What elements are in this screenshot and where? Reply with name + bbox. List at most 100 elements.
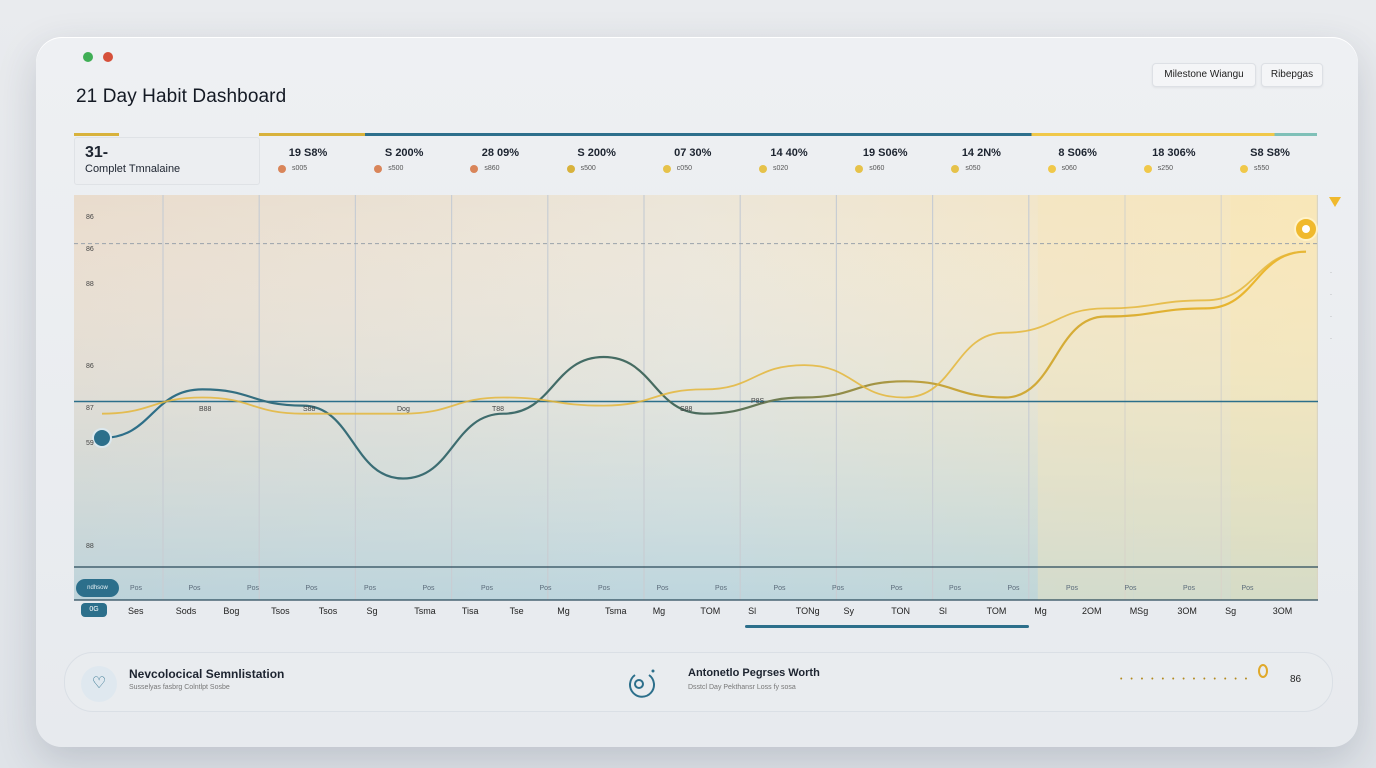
x-axis-label[interactable]: 2OM xyxy=(1082,606,1102,616)
stat-sub: s500 xyxy=(388,165,404,172)
y-axis-label: 88 xyxy=(86,543,94,550)
highlight-column xyxy=(1230,195,1318,600)
stat-bullet-icon xyxy=(1047,165,1056,173)
stat-sub: s060 xyxy=(869,165,885,172)
stat-sub: s050 xyxy=(965,165,981,172)
x-axis-label[interactable]: TONg xyxy=(795,606,820,616)
stat-percent: 19 S06% xyxy=(862,147,908,159)
insight-title-right: Antonetlo Pegrses Worth xyxy=(688,667,820,679)
habit-icon: ♡ xyxy=(81,666,117,702)
point-label: P8S xyxy=(751,398,765,405)
goal-marker-center xyxy=(1302,225,1310,233)
x-axis-label[interactable]: Sg xyxy=(1225,606,1237,616)
stat-card: 14 2N% s050 xyxy=(933,137,1029,183)
stat-card: 18 306% s250 xyxy=(1126,137,1222,183)
progress-dots: • • • • • • • • • • • • • xyxy=(1120,676,1251,683)
page-title: 21 Day Habit Dashboard xyxy=(76,86,287,107)
day-icon-label[interactable]: Pos xyxy=(1183,585,1196,592)
stat-bullet-icon xyxy=(662,165,671,173)
stat-sub: s860 xyxy=(484,165,500,172)
highlight-column xyxy=(1134,195,1230,600)
x-axis-label[interactable]: Mg xyxy=(557,606,570,616)
stat-percent: 14 40% xyxy=(770,147,808,159)
point-label: T88 xyxy=(492,406,505,413)
window-maximize-button[interactable] xyxy=(83,52,93,62)
stat-card: S8 S8% s550 xyxy=(1222,137,1318,183)
stat-bullet-icon xyxy=(759,165,767,173)
x-axis-label[interactable]: TON xyxy=(891,606,911,616)
day-icon-label[interactable]: Pos xyxy=(1007,585,1020,592)
day-icon-label[interactable]: Pos xyxy=(598,585,611,592)
y-axis-label: 86 xyxy=(86,246,94,253)
stat-bullet-icon xyxy=(278,165,286,173)
insight-bar xyxy=(64,652,1333,712)
y-axis-label: 86 xyxy=(86,214,94,221)
x-axis-label[interactable]: 3OM xyxy=(1177,606,1197,616)
day-icon-label[interactable]: Pos xyxy=(1241,585,1254,592)
x-axis-label[interactable]: Bog xyxy=(223,606,240,616)
point-label: S88 xyxy=(303,406,316,413)
x-axis-label[interactable]: TOM xyxy=(986,606,1007,616)
x-axis-label[interactable]: Tse xyxy=(509,606,524,616)
day-icon-label[interactable]: Pos xyxy=(890,585,903,592)
stat-sub: c050 xyxy=(676,165,692,172)
stat-percent: 19 S8% xyxy=(288,147,328,159)
x-axis-label[interactable]: Mg xyxy=(652,606,666,616)
x-axis-label[interactable]: Tsma xyxy=(414,606,436,616)
x-axis-label[interactable]: Sl xyxy=(938,606,947,616)
insight-sub-left: Susselyas fasbrg Colntlpt Sosbe xyxy=(129,684,230,691)
series-line-progress-gold xyxy=(101,250,1307,415)
stat-card: 14 40% s020 xyxy=(741,137,837,183)
today-pill[interactable]: ndhsow xyxy=(76,579,119,597)
day-icon-label[interactable]: Pos xyxy=(1066,585,1079,592)
highlight-column xyxy=(1037,195,1134,600)
x-axis-label[interactable]: Tsos xyxy=(271,606,290,616)
x-axis-label[interactable]: 3OM xyxy=(1272,606,1293,616)
day-icon-label[interactable]: Pos xyxy=(715,585,728,592)
stat-percent: 14 2N% xyxy=(961,147,1001,159)
day-icon-label[interactable]: Pos xyxy=(481,585,494,592)
x-axis-label[interactable]: TOM xyxy=(700,606,721,616)
timeline-scrollbar[interactable] xyxy=(745,625,1029,628)
insight-sub-right: Dsstcl Day Pekthansr Loss fy sosa xyxy=(688,684,796,691)
progress-ring-marker xyxy=(1258,664,1268,678)
x-axis-label[interactable]: Ses xyxy=(128,606,144,616)
milestone-button[interactable]: Milestone Wiangu xyxy=(1152,63,1256,87)
day-icon-label[interactable]: Pos xyxy=(773,585,786,592)
x-axis-label[interactable]: Sy xyxy=(843,606,855,616)
day-icon-label[interactable]: Pos xyxy=(188,585,201,592)
chevron-down-icon xyxy=(1329,197,1341,207)
stat-percent: 18 306% xyxy=(1152,147,1196,159)
day-icon-label[interactable]: Pos xyxy=(1124,585,1137,592)
x-axis-label[interactable]: Sl xyxy=(748,606,757,616)
day-icon-label[interactable]: Pos xyxy=(422,585,435,592)
stat-sub: s060 xyxy=(1061,165,1077,172)
day-icon-label[interactable]: Pos xyxy=(364,585,377,592)
x-axis-label[interactable]: Tsos xyxy=(318,606,338,616)
window-close-button[interactable] xyxy=(103,52,113,62)
x-axis-label[interactable]: MSg xyxy=(1129,606,1149,616)
stat-sub: s550 xyxy=(1254,165,1270,172)
stat-card: S 200% s500 xyxy=(356,137,452,183)
x-axis-label[interactable]: Mg xyxy=(1034,606,1047,616)
progress-ring-icon xyxy=(629,669,655,698)
day-icon-label[interactable]: Pos xyxy=(656,585,669,592)
x-axis-label[interactable]: Sods xyxy=(175,606,197,616)
ribepgas-button[interactable]: Ribepgas xyxy=(1261,63,1323,87)
x-axis-label[interactable]: Tsma xyxy=(605,606,627,616)
stat-bullet-icon xyxy=(1240,165,1248,173)
y-axis-label: 88 xyxy=(86,281,94,288)
stat-bullet-icon xyxy=(566,165,575,173)
day-icon-label[interactable]: Pos xyxy=(949,585,962,592)
selected-day-pill[interactable]: 0G xyxy=(81,603,107,617)
summary-number: 31- xyxy=(85,144,109,161)
x-axis-label[interactable]: Tisa xyxy=(461,606,479,616)
day-icon-label[interactable]: Pos xyxy=(832,585,845,592)
day-icon-label[interactable]: Pos xyxy=(247,585,260,592)
x-axis-label[interactable]: Sg xyxy=(366,606,378,616)
stat-percent: S8 S8% xyxy=(1250,147,1290,159)
day-icon-label[interactable]: Pos xyxy=(130,585,143,592)
day-icon-label[interactable]: Pos xyxy=(539,585,552,592)
stat-bullet-icon xyxy=(374,165,383,173)
day-icon-label[interactable]: Pos xyxy=(305,585,318,592)
